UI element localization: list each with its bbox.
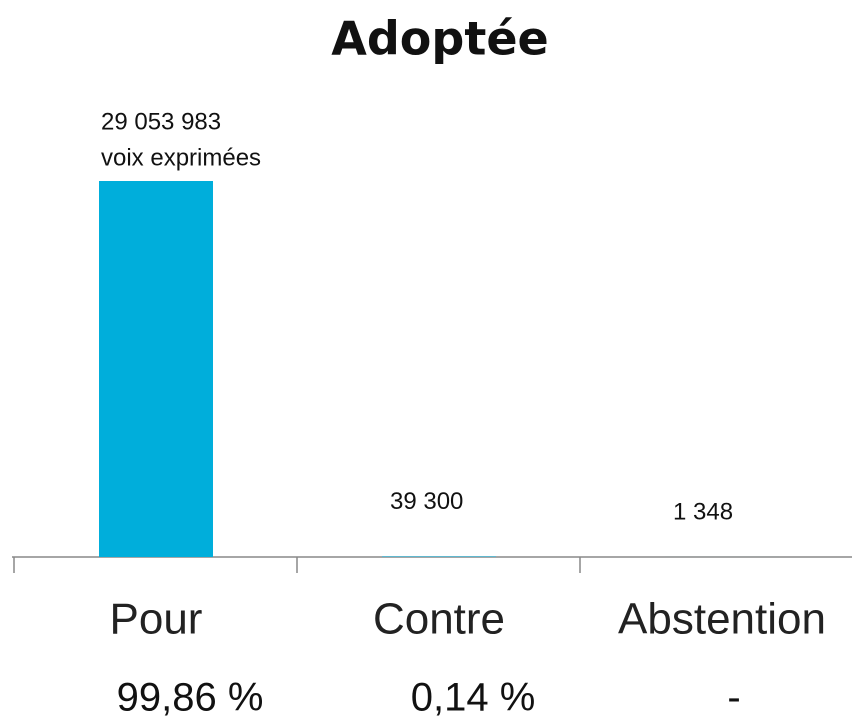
chart-title: Adoptée [331, 12, 548, 66]
percent-label: 99,86 % [117, 676, 264, 720]
x-tick-label: Pour [110, 595, 203, 644]
x-tick-label: Contre [373, 595, 505, 644]
annotation: voix exprimées [101, 144, 261, 171]
value-label: 1 348 [673, 498, 733, 525]
value-label: 29 053 983 [101, 108, 221, 135]
percent-label: 0,14 % [411, 676, 536, 720]
percent-label: - [727, 676, 740, 720]
bar [99, 181, 213, 557]
value-label: 39 300 [390, 488, 463, 515]
bar [382, 556, 496, 557]
x-tick-label: Abstention [618, 595, 826, 644]
